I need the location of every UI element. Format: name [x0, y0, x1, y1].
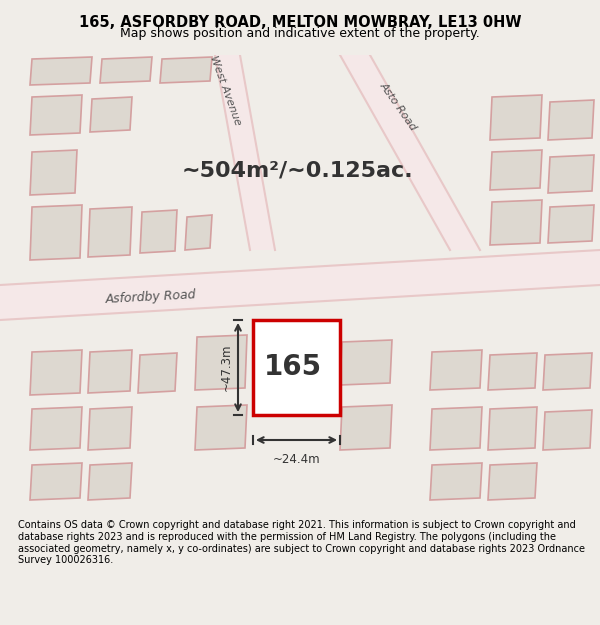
- Polygon shape: [215, 55, 275, 250]
- Polygon shape: [30, 95, 82, 135]
- Polygon shape: [430, 407, 482, 450]
- Polygon shape: [488, 407, 537, 450]
- Polygon shape: [488, 353, 537, 390]
- Polygon shape: [160, 57, 212, 83]
- Polygon shape: [30, 57, 92, 85]
- Text: 165: 165: [264, 353, 322, 381]
- Polygon shape: [340, 55, 480, 250]
- Polygon shape: [340, 340, 392, 385]
- Polygon shape: [548, 205, 594, 243]
- Polygon shape: [430, 463, 482, 500]
- Polygon shape: [548, 155, 594, 193]
- Polygon shape: [30, 150, 77, 195]
- Polygon shape: [30, 407, 82, 450]
- Polygon shape: [253, 320, 340, 415]
- Polygon shape: [195, 335, 247, 390]
- Polygon shape: [100, 57, 152, 83]
- Polygon shape: [340, 405, 392, 450]
- Polygon shape: [430, 350, 482, 390]
- Polygon shape: [138, 353, 177, 393]
- Polygon shape: [30, 463, 82, 500]
- Polygon shape: [488, 463, 537, 500]
- Polygon shape: [88, 207, 132, 257]
- Polygon shape: [30, 350, 82, 395]
- Polygon shape: [30, 205, 82, 260]
- Polygon shape: [548, 100, 594, 140]
- Text: 165, ASFORDBY ROAD, MELTON MOWBRAY, LE13 0HW: 165, ASFORDBY ROAD, MELTON MOWBRAY, LE13…: [79, 16, 521, 31]
- Text: ~47.3m: ~47.3m: [220, 343, 233, 391]
- Polygon shape: [90, 97, 132, 132]
- Polygon shape: [88, 463, 132, 500]
- Polygon shape: [88, 350, 132, 393]
- Polygon shape: [195, 405, 247, 450]
- Polygon shape: [490, 150, 542, 190]
- Text: Asto Road: Asto Road: [378, 80, 419, 132]
- Text: Map shows position and indicative extent of the property.: Map shows position and indicative extent…: [120, 27, 480, 39]
- Polygon shape: [543, 410, 592, 450]
- Polygon shape: [140, 210, 177, 253]
- Polygon shape: [490, 95, 542, 140]
- Polygon shape: [543, 353, 592, 390]
- Text: West Avenue: West Avenue: [208, 54, 242, 127]
- Text: Contains OS data © Crown copyright and database right 2021. This information is : Contains OS data © Crown copyright and d…: [18, 521, 585, 565]
- Polygon shape: [490, 200, 542, 245]
- Polygon shape: [88, 407, 132, 450]
- Text: ~24.4m: ~24.4m: [273, 453, 321, 466]
- Polygon shape: [185, 215, 212, 250]
- Text: ~504m²/~0.125ac.: ~504m²/~0.125ac.: [181, 160, 413, 180]
- Polygon shape: [0, 250, 600, 320]
- Text: Asfordby Road: Asfordby Road: [105, 288, 197, 306]
